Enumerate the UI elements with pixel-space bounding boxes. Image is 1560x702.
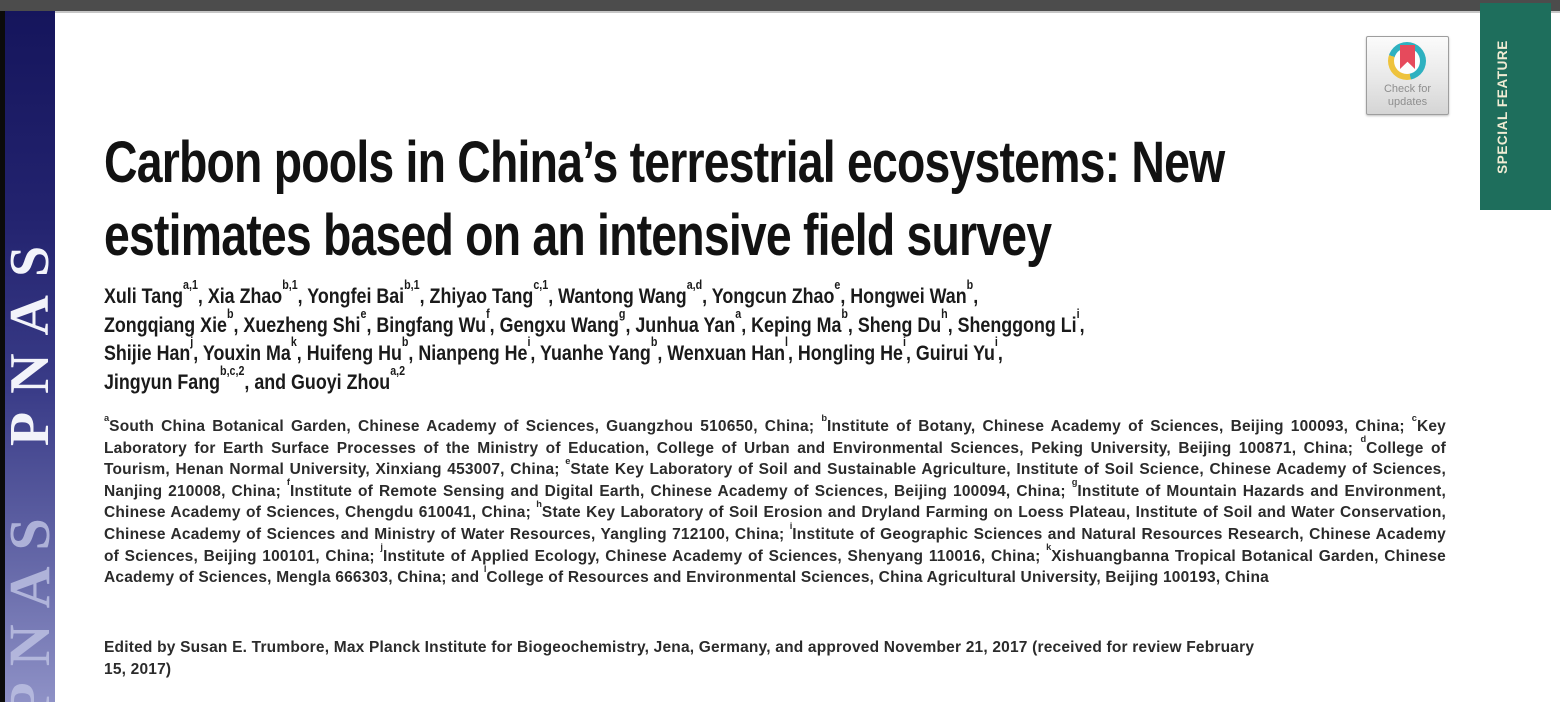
check-for-updates-button[interactable]: Check for updates xyxy=(1366,36,1449,115)
article-title-line1: Carbon pools in China’s terrestrial ecos… xyxy=(104,130,1225,195)
edited-by-note: Edited by Susan E. Trumbore, Max Planck … xyxy=(104,637,1254,681)
pnas-logo-vertical: PNAS xyxy=(5,227,55,447)
edited-by-line1: Edited by Susan E. Trumbore, Max Planck … xyxy=(104,639,1255,656)
article-title-line2: estimates based on an intensive field su… xyxy=(104,203,1052,268)
author-line-1: Xuli Tanga,1, Xia Zhaob,1, Yongfei Baib,… xyxy=(104,278,979,308)
page-left-edge xyxy=(0,11,5,702)
special-feature-banner: SPECIAL FEATURE xyxy=(1480,3,1551,210)
author-line-4: Jingyun Fangb,c,2, and Guoyi Zhoua,2 xyxy=(104,363,406,394)
author-line-3: Shijie Hanj, Youxin Mak, Huifeng Hub, Ni… xyxy=(104,335,1003,365)
article-title: Carbon pools in China’s terrestrial ecos… xyxy=(104,126,1225,272)
affiliations: aSouth China Botanical Garden, Chinese A… xyxy=(104,412,1446,587)
pnas-logo-vertical-faded: PNAS xyxy=(5,502,55,702)
crossmark-bookmark-icon xyxy=(1400,45,1415,69)
check-updates-line2: updates xyxy=(1387,96,1428,108)
author-list: Xuli Tanga,1, Xia Zhaob,1, Yongfei Baib,… xyxy=(104,278,1085,397)
check-for-updates-label: Check for updates xyxy=(1367,83,1448,109)
pnas-spine: PNAS PNAS xyxy=(5,11,55,702)
viewer-top-bar xyxy=(0,0,1560,13)
check-updates-line1: Check for xyxy=(1383,83,1432,95)
edited-by-line2: 15, 2017) xyxy=(104,660,172,678)
author-line-2: Zongqiang Xieb, Xuezheng Shie, Bingfang … xyxy=(104,306,1085,337)
special-feature-label: SPECIAL FEATURE xyxy=(1495,40,1510,174)
